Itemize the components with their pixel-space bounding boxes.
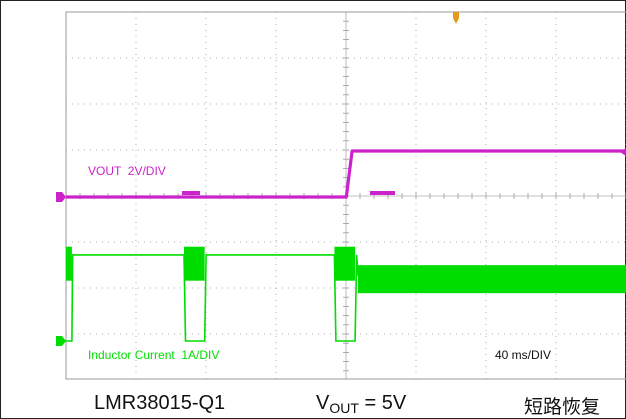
vout-ground-marker xyxy=(56,192,66,202)
scope-labels: VOUT 2V/DIV Inductor Current 1A/DIV 40 m… xyxy=(88,164,551,362)
inductor-current-burst xyxy=(184,246,205,281)
vout-caption: VOUT = 5V xyxy=(316,392,406,416)
vout-caption-value: = 5V xyxy=(358,392,407,414)
inductor-ground-marker xyxy=(56,336,66,346)
trigger-level-marker xyxy=(620,148,626,156)
inductor-current-burst xyxy=(66,246,72,281)
vout-ripple xyxy=(182,191,200,195)
vout-ripple xyxy=(370,191,395,195)
inductor-current-ripple xyxy=(358,265,626,294)
vout-caption-subscript: OUT xyxy=(329,400,359,416)
vout-caption-prefix: V xyxy=(316,392,330,414)
scope-markers xyxy=(56,12,626,346)
scope-traces xyxy=(66,149,626,342)
device-caption: LMR38015-Q1 xyxy=(94,392,226,414)
condition-caption: 短路恢复 xyxy=(524,396,601,418)
timebase-label: 40 ms/DIV xyxy=(495,348,551,362)
trigger-position-marker xyxy=(453,12,459,24)
vout-trace-label: VOUT 2V/DIV xyxy=(88,164,166,178)
vout-trace xyxy=(66,149,626,199)
inductor-current-trace-label: Inductor Current 1A/DIV xyxy=(88,348,219,362)
inductor-current-trace xyxy=(66,254,626,342)
oscilloscope-plot: VOUT 2V/DIV Inductor Current 1A/DIV 40 m… xyxy=(56,11,626,380)
inductor-current-burst xyxy=(334,246,356,281)
